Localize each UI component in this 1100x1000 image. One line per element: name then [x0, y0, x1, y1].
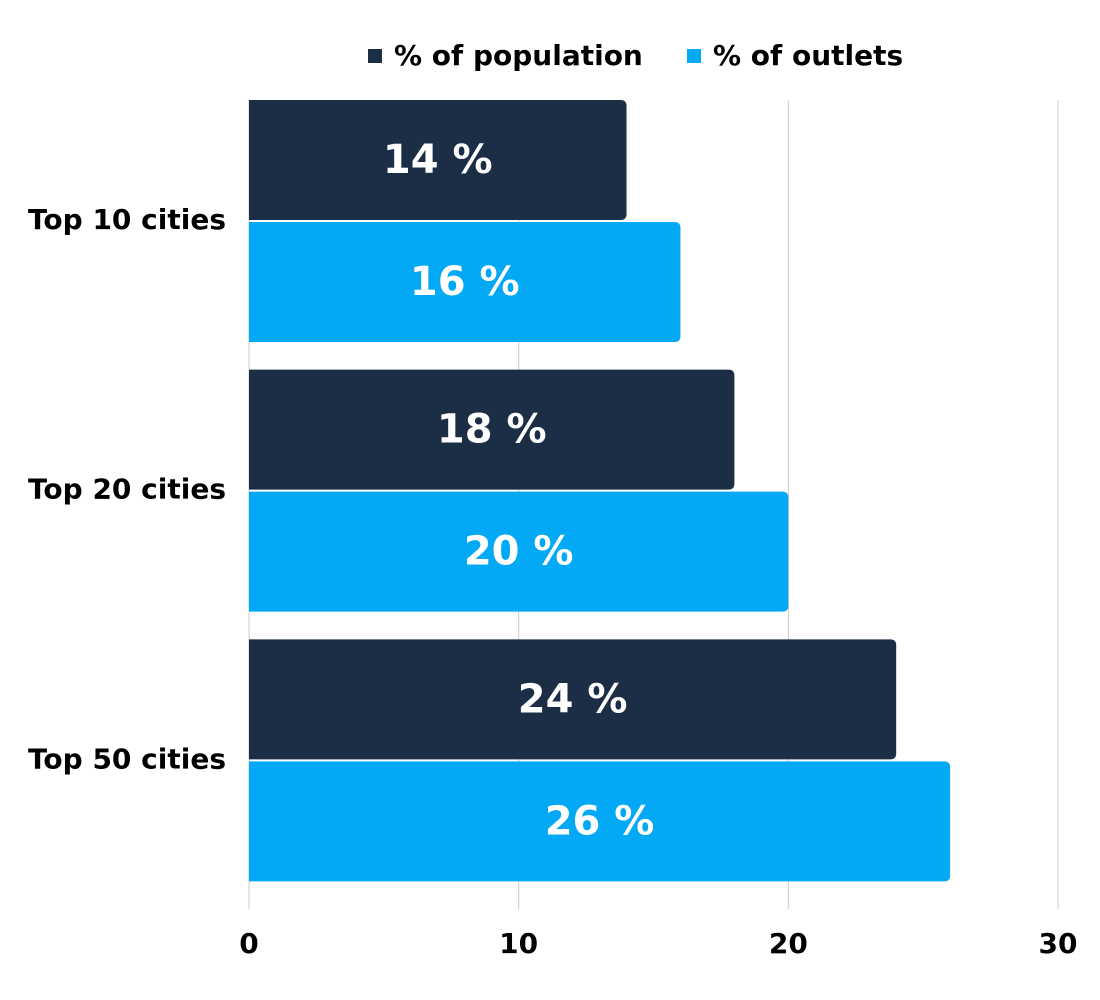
- value-label: 26 %: [545, 798, 655, 844]
- value-label: 24 %: [518, 676, 628, 722]
- y-tick-label: Top 50 cities: [28, 742, 226, 775]
- value-label: 18 %: [437, 407, 547, 453]
- value-label: 14 %: [383, 137, 493, 183]
- bar: [249, 222, 681, 342]
- x-tick-label: 10: [499, 927, 538, 960]
- legend-swatch: [368, 49, 382, 63]
- bar: [249, 100, 627, 220]
- bar: [249, 491, 789, 612]
- x-tick-label: 20: [769, 927, 808, 960]
- legend-label: % of population: [394, 39, 643, 72]
- bar: [249, 639, 897, 760]
- y-tick-label: Top 10 cities: [28, 203, 226, 236]
- y-tick-label: Top 20 cities: [28, 473, 226, 506]
- bar: [249, 369, 735, 490]
- x-tick-label: 30: [1039, 927, 1078, 960]
- legend-label: % of outlets: [713, 39, 903, 72]
- x-tick-label: 0: [239, 927, 258, 960]
- value-label: 16 %: [410, 259, 520, 305]
- legend-swatch: [687, 49, 701, 63]
- bar: [249, 761, 951, 882]
- value-label: 20 %: [464, 529, 574, 575]
